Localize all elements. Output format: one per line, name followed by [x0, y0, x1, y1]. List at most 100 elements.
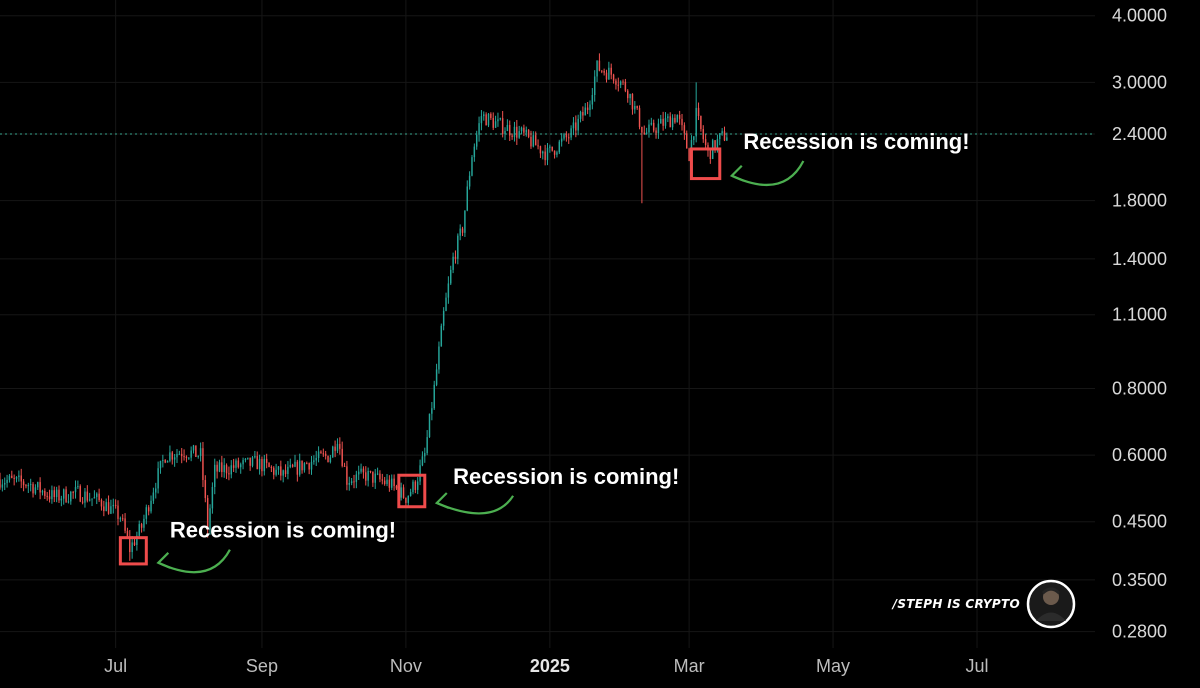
candle-body [204, 480, 207, 499]
candle-body [346, 466, 348, 485]
time-axis[interactable]: Jul Sep Nov 2025 Mar May Jul [104, 656, 988, 676]
candle-body [32, 484, 34, 494]
candle-body [6, 479, 8, 483]
candle-body [27, 484, 30, 487]
candle [258, 454, 261, 475]
candle [438, 341, 440, 374]
candle-body [509, 124, 511, 136]
highlight-box [118, 536, 148, 566]
candle-body [483, 114, 485, 117]
candle [313, 455, 315, 465]
candle [424, 447, 426, 463]
candle [301, 460, 303, 474]
candle [103, 500, 105, 517]
candle [72, 490, 74, 499]
candle [610, 63, 612, 80]
candle [570, 125, 572, 141]
candle-body [360, 468, 362, 472]
candle [627, 89, 629, 103]
candle-body [209, 508, 211, 530]
candle [343, 462, 346, 467]
y-tick-label: 0.6000 [1112, 445, 1167, 465]
candle [195, 445, 197, 458]
candle [466, 180, 468, 212]
candle-body [601, 70, 603, 72]
candle [41, 489, 44, 496]
candle-body [518, 131, 520, 138]
candle [138, 520, 140, 538]
candle-body [294, 461, 296, 467]
candle-body [39, 482, 41, 493]
candle-body [362, 468, 365, 473]
candle-body [263, 458, 266, 472]
candle [199, 442, 202, 462]
candle-body [402, 487, 405, 498]
candle-body [674, 117, 676, 123]
candle [74, 480, 77, 499]
candle-body [129, 537, 131, 553]
candle-body [641, 126, 643, 133]
candle-body [357, 471, 360, 475]
candle-body [586, 107, 589, 111]
x-tick-label: Mar [674, 656, 705, 676]
candle [468, 171, 471, 190]
candle [473, 143, 476, 162]
candle-body [51, 490, 53, 500]
candle [379, 470, 381, 483]
candle [478, 116, 480, 142]
candle [504, 127, 506, 141]
candle-body [676, 114, 679, 123]
candle-body [140, 524, 143, 528]
price-axis[interactable]: 4.0000 3.0000 2.4000 1.8000 1.4000 1.1000 0.80… [1112, 6, 1167, 642]
candle-body [686, 133, 688, 149]
candle [405, 497, 407, 507]
candle [388, 475, 391, 492]
candle [490, 112, 492, 120]
candle [584, 103, 586, 116]
candle [308, 462, 310, 475]
candle-body [615, 80, 617, 85]
candle [537, 139, 539, 150]
candle-body [131, 542, 133, 553]
candle-body [480, 116, 483, 124]
candle-body [650, 122, 653, 125]
candle [211, 482, 214, 514]
y-tick-label: 0.3500 [1112, 570, 1167, 590]
candle [188, 457, 190, 460]
y-tick-label: 1.1000 [1112, 305, 1167, 325]
candle-body [121, 518, 124, 520]
candle [631, 93, 634, 115]
candle [367, 467, 369, 487]
candle-body [492, 117, 494, 128]
candle-body [164, 460, 166, 463]
candle [702, 125, 704, 143]
candle [648, 119, 650, 138]
candle [117, 500, 119, 526]
candle-body [714, 140, 716, 150]
candle-body [662, 118, 664, 126]
candle-body [145, 507, 148, 519]
candle [634, 101, 636, 114]
candle-body [332, 446, 334, 458]
candle [532, 131, 535, 148]
candle-body [383, 480, 386, 484]
candle [527, 129, 530, 139]
candle-body [183, 456, 185, 458]
candle-body [53, 490, 56, 498]
candle-body [98, 493, 100, 500]
candle [249, 457, 251, 471]
candle [353, 474, 355, 489]
candle [65, 486, 67, 503]
candle-body [343, 465, 346, 467]
candle [674, 114, 676, 124]
candle-body [322, 453, 325, 455]
candle [461, 226, 464, 237]
candle-body [218, 462, 221, 472]
candle-body [636, 106, 638, 109]
candle-body [79, 486, 81, 502]
candle-body [506, 124, 509, 132]
candle-body [563, 134, 565, 139]
candle-body [239, 464, 242, 468]
candle [457, 233, 459, 265]
